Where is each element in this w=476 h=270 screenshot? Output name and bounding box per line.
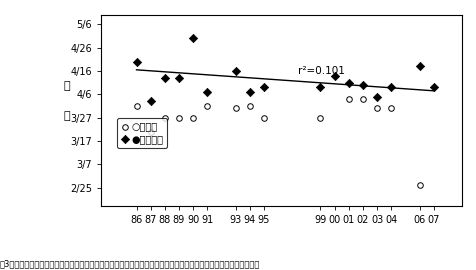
Point: [358, 83, 366, 87]
Point: [147, 99, 154, 103]
Point: [203, 90, 211, 94]
Point: [373, 94, 380, 99]
Point: [161, 76, 169, 80]
Point: [231, 69, 239, 73]
Point: [259, 85, 267, 89]
Point: [203, 104, 211, 108]
Point: [259, 116, 267, 120]
Point: [358, 97, 366, 101]
Text: 暦: 暦: [63, 81, 70, 91]
Point: [316, 116, 324, 120]
Point: [246, 104, 253, 108]
Text: 日: 日: [63, 111, 70, 122]
Point: [344, 80, 352, 85]
Point: [231, 106, 239, 110]
Point: [429, 85, 436, 89]
Point: [387, 106, 394, 110]
Point: [316, 85, 324, 89]
Point: [415, 64, 423, 69]
Text: 図3　水盤式コナガ性フェロモントラップの設置日と初誘殺日の年次変化（盛岡市、東北農業研究センター内園場）: 図3 水盤式コナガ性フェロモントラップの設置日と初誘殺日の年次変化（盛岡市、東北…: [0, 260, 260, 269]
Point: [387, 85, 394, 89]
Point: [175, 76, 182, 80]
Point: [189, 36, 197, 40]
Point: [373, 106, 380, 110]
Point: [132, 104, 140, 108]
Point: [161, 116, 169, 120]
Point: [330, 73, 338, 78]
Point: [189, 116, 197, 120]
Point: [246, 90, 253, 94]
Text: r²=0.101: r²=0.101: [297, 66, 344, 76]
Point: [344, 97, 352, 101]
Point: [415, 183, 423, 187]
Legend: ○設置日, ●初誘殺日: ○設置日, ●初誘殺日: [117, 118, 167, 148]
Point: [147, 130, 154, 134]
Point: [132, 59, 140, 64]
Point: [175, 116, 182, 120]
